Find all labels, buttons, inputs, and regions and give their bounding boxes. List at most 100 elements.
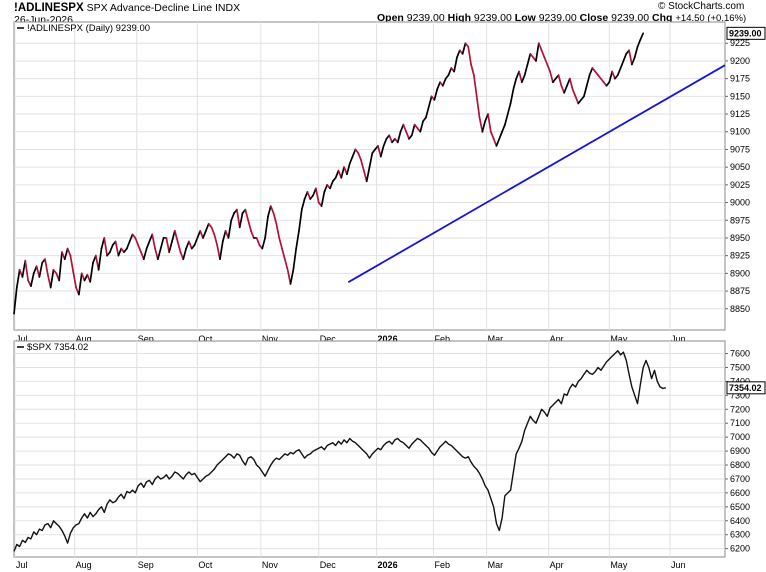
adline-series-segment — [261, 237, 266, 250]
high-label: High — [447, 12, 471, 24]
adline-ytick-label: 9050 — [730, 162, 750, 172]
adline-series-segment — [619, 60, 625, 69]
adline-series-segment — [563, 84, 568, 94]
adline-xtick-label: Jul — [16, 334, 28, 344]
adline-series-segment — [543, 56, 549, 66]
adline-series-segment — [49, 268, 55, 289]
adline-series-segment — [470, 63, 475, 76]
adline-series-segment — [574, 95, 580, 105]
adline-series-segment — [202, 230, 207, 239]
adline-series-segment — [360, 159, 365, 172]
spx-xtick-label: Feb — [435, 560, 451, 570]
close-label: Close — [579, 12, 609, 24]
adline-series-segment — [185, 240, 190, 250]
spx-last-value-label: 7354.02 — [729, 383, 762, 393]
adline-series-segment — [154, 247, 159, 261]
adline-series-segment — [292, 247, 297, 271]
adline-series-segment — [410, 123, 416, 137]
adline-series-segment — [495, 137, 501, 147]
spx-ytick-label: 6900 — [730, 446, 750, 456]
adline-series-segment — [583, 84, 588, 98]
adline-series-segment — [193, 237, 199, 246]
adline-series-segment — [323, 184, 329, 193]
adline-series-segment — [182, 247, 187, 261]
spx-ytick-label: 7200 — [730, 404, 750, 414]
adline-series-segment — [512, 77, 518, 91]
adline-xtick-label: Dec — [320, 334, 337, 344]
adline-series-segment — [622, 53, 628, 62]
adline-series-segment — [447, 67, 453, 76]
adline-series-segment — [286, 268, 292, 285]
adline-ytick-label: 9000 — [730, 198, 750, 208]
adline-series-segment — [159, 237, 165, 250]
adline-series-segment — [168, 240, 173, 253]
adline-ytick-label: 9125 — [730, 109, 750, 119]
spx-xtick-label: Nov — [262, 560, 279, 570]
adline-series-segment — [267, 205, 272, 218]
adline-series-segment — [442, 77, 447, 87]
adline-ytick-label: 8950 — [730, 233, 750, 243]
spx-xtick-label: Jul — [16, 560, 28, 570]
spx-xtick-label: Jun — [671, 560, 686, 570]
exchange: INDX — [215, 2, 241, 14]
spx-last-value-box — [726, 381, 766, 395]
adline-series-segment — [557, 74, 563, 87]
adline-series-segment — [97, 247, 103, 271]
spx-ytick-label: 6200 — [730, 544, 750, 554]
adline-series-segment — [264, 215, 269, 239]
adline-series-segment — [405, 130, 410, 140]
spx-ytick-label: 6400 — [730, 516, 750, 526]
adline-series-segment — [588, 67, 594, 76]
adline-series-segment — [247, 219, 252, 232]
adline-series-segment — [526, 53, 532, 66]
low-value: 9239.00 — [538, 12, 577, 24]
adline-series-segment — [298, 208, 303, 232]
symbol-name: SPX Advance-Decline Line — [86, 2, 213, 14]
adline-series-segment — [230, 212, 235, 222]
adline-series-segment — [521, 74, 526, 84]
adline-series-segment — [639, 32, 645, 41]
adline-series-segment — [523, 63, 529, 76]
adline-series-segment — [205, 222, 210, 232]
adline-series-segment — [117, 247, 123, 257]
adline-series-segment — [89, 261, 94, 283]
adline-series-segment — [145, 240, 151, 250]
adline-series-segment — [15, 268, 21, 289]
adline-series-segment — [357, 152, 362, 161]
adline-series-segment — [453, 56, 458, 73]
adline-series-segment — [114, 240, 120, 257]
adline-series-segment — [636, 38, 642, 48]
adline-series-segment — [608, 70, 613, 84]
spx-ytick-label: 6500 — [730, 502, 750, 512]
adline-series-segment — [272, 212, 278, 225]
spx-ytick-label: 7300 — [730, 390, 750, 400]
adline-series-segment — [38, 261, 44, 278]
spx-series-line — [13, 350, 666, 552]
adline-legend-label: !ADLINESPX (Daily) 9239.00 — [27, 23, 150, 34]
adline-series-segment — [467, 45, 472, 66]
open-value: 9239.00 — [406, 12, 445, 24]
spx-ytick-label: 6600 — [730, 488, 750, 498]
chart-header-line1: !ADLINESPX SPX Advance-Decline Line INDX — [14, 2, 240, 14]
adline-series-segment — [58, 251, 63, 282]
spx-xtick-label: Aug — [76, 560, 92, 570]
symbol: !ADLINESPX — [14, 2, 84, 14]
adline-series-segment — [13, 286, 18, 315]
brand-watermark: © StockCharts.com — [658, 1, 745, 12]
spx-xtick-label: 2026 — [378, 560, 398, 570]
adline-last-value-label: 9239.00 — [729, 28, 762, 38]
adline-series-segment — [128, 233, 134, 243]
adline-series-segment — [284, 258, 289, 271]
adline-series-segment — [506, 102, 512, 115]
adline-series-segment — [388, 134, 393, 144]
spx-legend-label: $SPX 7354.02 — [27, 342, 88, 353]
adline-xtick-label: Mar — [488, 334, 504, 344]
adline-series-segment — [281, 247, 286, 261]
adline-series-segment — [546, 63, 551, 73]
adline-series-segment — [300, 198, 306, 211]
adline-xtick-label: Aug — [76, 334, 92, 344]
spx-xtick-label: Oct — [198, 560, 213, 570]
adline-xtick-label: Sep — [138, 334, 154, 344]
adline-series-segment — [427, 95, 433, 108]
adline-series-segment — [498, 130, 503, 140]
